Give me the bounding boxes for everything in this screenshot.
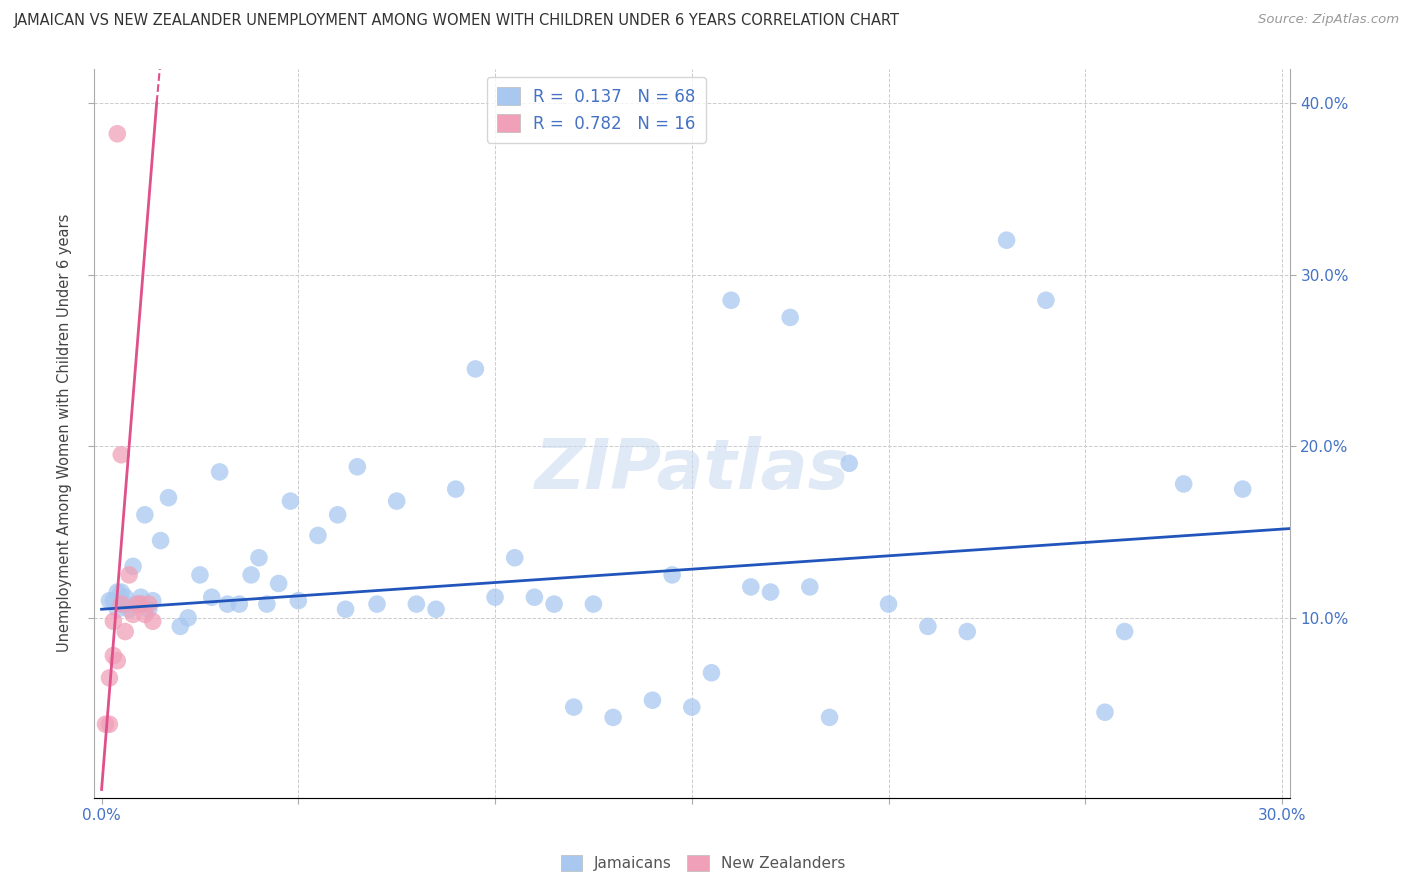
Point bbox=[543, 597, 565, 611]
Legend: R =  0.137   N = 68, R =  0.782   N = 16: R = 0.137 N = 68, R = 0.782 N = 16 bbox=[486, 77, 706, 143]
Point bbox=[1035, 293, 1057, 308]
Point bbox=[169, 619, 191, 633]
Text: JAMAICAN VS NEW ZEALANDER UNEMPLOYMENT AMONG WOMEN WITH CHILDREN UNDER 6 YEARS C: JAMAICAN VS NEW ZEALANDER UNEMPLOYMENT A… bbox=[14, 13, 900, 29]
Point bbox=[562, 700, 585, 714]
Point bbox=[105, 654, 128, 668]
Point bbox=[405, 597, 427, 611]
Point bbox=[464, 362, 486, 376]
Point bbox=[346, 459, 368, 474]
Point bbox=[779, 310, 801, 325]
Point bbox=[326, 508, 349, 522]
Point bbox=[681, 700, 703, 714]
Point bbox=[240, 568, 263, 582]
Point bbox=[287, 593, 309, 607]
Point bbox=[118, 602, 141, 616]
Point bbox=[188, 568, 211, 582]
Point bbox=[103, 593, 125, 607]
Point bbox=[602, 710, 624, 724]
Point bbox=[425, 602, 447, 616]
Point bbox=[110, 585, 132, 599]
Point bbox=[118, 568, 141, 582]
Point bbox=[280, 494, 302, 508]
Point bbox=[818, 710, 841, 724]
Text: ZIPatlas: ZIPatlas bbox=[534, 436, 849, 503]
Point bbox=[157, 491, 180, 505]
Point bbox=[177, 611, 200, 625]
Point bbox=[125, 597, 148, 611]
Point bbox=[307, 528, 329, 542]
Point bbox=[142, 614, 165, 628]
Point bbox=[995, 233, 1018, 247]
Point bbox=[129, 597, 152, 611]
Point bbox=[98, 671, 121, 685]
Point bbox=[759, 585, 782, 599]
Point bbox=[582, 597, 605, 611]
Point bbox=[956, 624, 979, 639]
Point bbox=[838, 456, 860, 470]
Point bbox=[208, 465, 231, 479]
Point bbox=[98, 717, 121, 731]
Point bbox=[385, 494, 408, 508]
Point bbox=[122, 607, 145, 622]
Point bbox=[129, 597, 152, 611]
Point bbox=[1232, 482, 1254, 496]
Point bbox=[110, 597, 132, 611]
Point bbox=[201, 591, 224, 605]
Point bbox=[122, 559, 145, 574]
Point bbox=[247, 550, 270, 565]
Point bbox=[138, 602, 160, 616]
Point bbox=[484, 591, 506, 605]
Point bbox=[129, 591, 152, 605]
Point bbox=[917, 619, 939, 633]
Legend: Jamaicans, New Zealanders: Jamaicans, New Zealanders bbox=[554, 849, 852, 877]
Point bbox=[125, 597, 148, 611]
Text: Source: ZipAtlas.com: Source: ZipAtlas.com bbox=[1258, 13, 1399, 27]
Point bbox=[366, 597, 388, 611]
Point bbox=[110, 448, 132, 462]
Point bbox=[799, 580, 821, 594]
Point bbox=[134, 508, 156, 522]
Point bbox=[110, 597, 132, 611]
Y-axis label: Unemployment Among Women with Children Under 6 years: Unemployment Among Women with Children U… bbox=[58, 214, 72, 652]
Point bbox=[94, 717, 117, 731]
Point bbox=[134, 607, 156, 622]
Point bbox=[1114, 624, 1136, 639]
Point bbox=[228, 597, 250, 611]
Point bbox=[114, 597, 136, 611]
Point bbox=[661, 568, 683, 582]
Point bbox=[98, 593, 121, 607]
Point bbox=[114, 624, 136, 639]
Point bbox=[641, 693, 664, 707]
Point bbox=[720, 293, 742, 308]
Point bbox=[523, 591, 546, 605]
Point bbox=[105, 127, 128, 141]
Point bbox=[1173, 477, 1195, 491]
Point bbox=[217, 597, 239, 611]
Point bbox=[877, 597, 900, 611]
Point bbox=[256, 597, 278, 611]
Point bbox=[444, 482, 467, 496]
Point bbox=[142, 593, 165, 607]
Point bbox=[138, 597, 160, 611]
Point bbox=[114, 591, 136, 605]
Point bbox=[267, 576, 290, 591]
Point bbox=[105, 585, 128, 599]
Point bbox=[503, 550, 526, 565]
Point bbox=[740, 580, 762, 594]
Point bbox=[103, 614, 125, 628]
Point bbox=[149, 533, 172, 548]
Point bbox=[1094, 705, 1116, 719]
Point bbox=[335, 602, 357, 616]
Point bbox=[103, 648, 125, 663]
Point bbox=[105, 602, 128, 616]
Point bbox=[700, 665, 723, 680]
